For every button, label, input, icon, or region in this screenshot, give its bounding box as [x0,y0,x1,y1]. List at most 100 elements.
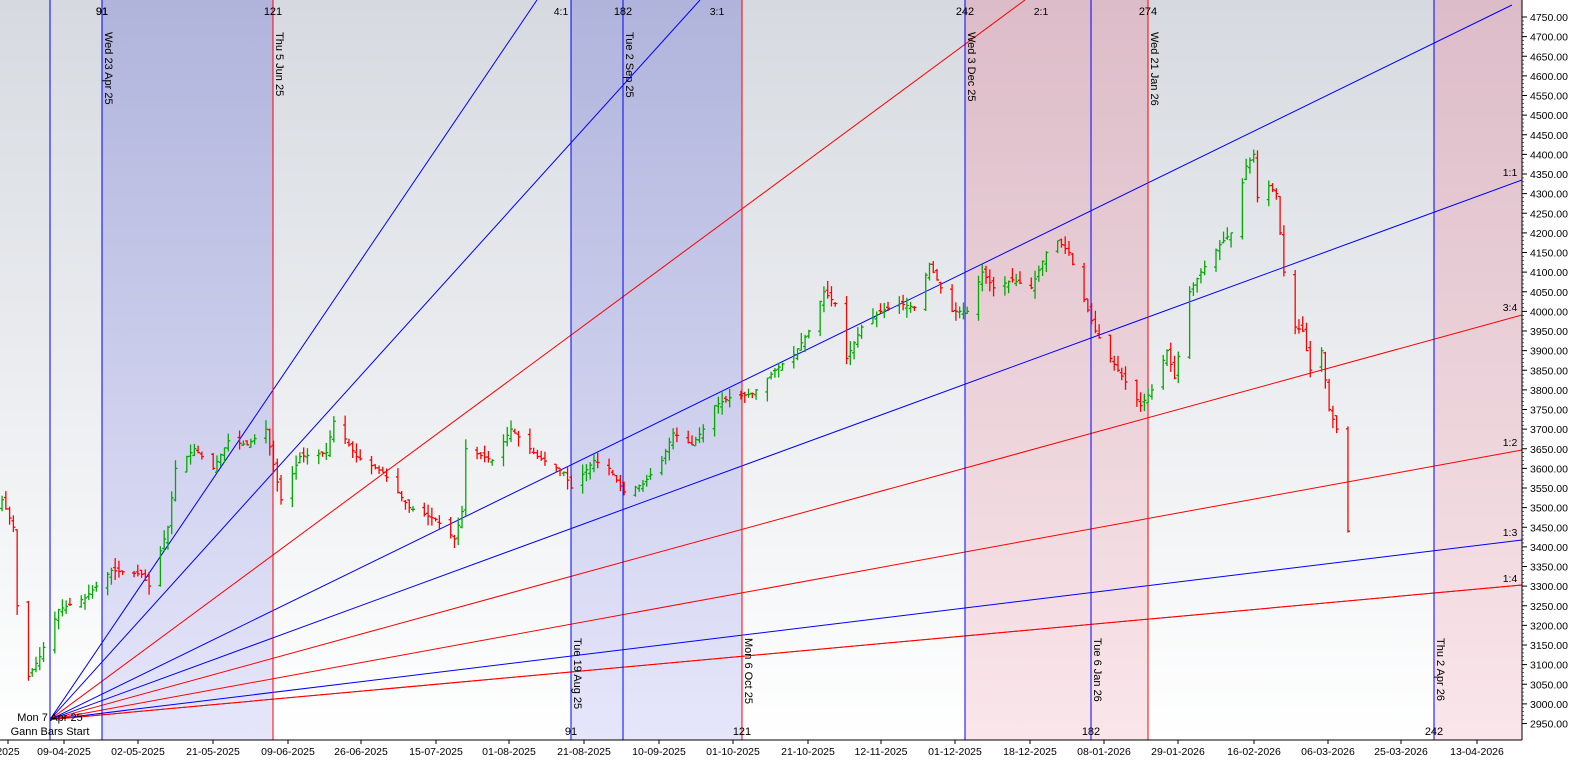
ohlc-bar [429,507,434,526]
fan-ratio-label: 1:1 [1503,167,1518,179]
ohlc-bar [147,571,152,595]
ohlc-bar [1055,240,1060,254]
ohlc-bar [1195,277,1200,293]
ohlc-bar [512,428,517,434]
ohlc-bar [162,530,167,552]
ohlc-bar [1097,324,1102,339]
time-band [965,0,1148,740]
ohlc-bar [716,396,721,414]
ohlc-bar [750,392,755,399]
time-line-date-label: Thu 5 Jun 25 [273,32,285,96]
time-line-date-label: Thu 2 Apr 26 [1434,638,1446,701]
ohlc-bar [1040,260,1045,276]
ohlc-bar [886,301,891,312]
ohlc-bar [516,430,521,447]
ohlc-bar [188,444,193,465]
price-tick-label: 3750.00 [1530,405,1568,417]
ohlc-bar [803,334,808,353]
price-tick-label: 4150.00 [1530,248,1568,260]
price-tick-label: 3450.00 [1530,522,1568,534]
ohlc-bar [818,300,823,337]
ohlc-bar [407,499,412,513]
ohlc-bar [618,474,623,492]
ohlc-bar [1300,316,1305,333]
ohlc-bar [791,346,796,369]
price-tick-label: 4200.00 [1530,228,1568,240]
ohlc-bar [897,296,902,314]
ohlc-bar [52,611,57,654]
ohlc-bar [912,305,917,311]
ohlc-bar [746,388,751,398]
gann-fan-line [49,4,1513,721]
ohlc-bar [1202,260,1207,276]
price-tick-label: 4500.00 [1530,110,1568,122]
ohlc-bar [135,564,140,577]
ohlc-bar [0,495,5,512]
ohlc-bar [674,427,679,443]
ohlc-bar [1070,252,1075,266]
price-tick-label: 4250.00 [1530,208,1568,220]
ohlc-bar [591,454,596,473]
price-tick-label: 3400.00 [1530,542,1568,554]
ohlc-bar [248,438,253,448]
ohlc-bar [833,302,838,307]
ohlc-bar [1187,286,1192,359]
ohlc-bar [1330,405,1335,429]
ohlc-bar [953,302,958,321]
ohlc-bar [222,447,227,463]
ohlc-bar [554,463,559,473]
ohlc-bar [463,439,468,516]
ohlc-bar [452,534,457,549]
date-tick-label: 09-04-2025 [37,746,91,758]
ohlc-bar [565,466,570,490]
price-tick-label: 3950.00 [1530,326,1568,338]
ohlc-bar [60,599,65,617]
date-tick-label: 13-04-2026 [1450,746,1504,758]
ohlc-bar [859,324,864,339]
time-line-date-label: Tue 6 Jan 26 [1091,638,1103,702]
ohlc-bar [67,597,72,606]
ohlc-bar [667,437,672,461]
ohlc-bar [37,647,42,671]
ohlc-bar [644,474,649,487]
ohlc-bar [1217,240,1222,261]
date-tick-label: 16-02-2026 [1227,746,1281,758]
ohlc-bar [1017,271,1022,285]
time-count-label: 182 [614,6,632,18]
ohlc-bar [686,430,691,444]
ohlc-bar [878,303,883,314]
ohlc-bar [245,440,250,446]
ohlc-bar [957,306,962,319]
fan-ratio-label: 1:3 [1503,527,1518,539]
price-tick-label: 3000.00 [1530,699,1568,711]
ohlc-bar [41,641,46,663]
ohlc-bar [1066,240,1071,256]
gann-fan-line [49,584,1522,721]
ohlc-bar [1029,277,1034,290]
price-tick-label: 4750.00 [1530,12,1568,24]
ohlc-bar [1149,384,1154,400]
ohlc-bar [659,455,664,476]
price-tick-label: 4450.00 [1530,130,1568,142]
time-count-label: 91 [96,6,108,18]
ohlc-bar [961,302,966,320]
ohlc-bar [844,296,849,365]
time-line-date-label: Wed 21 Jan 26 [1148,32,1160,106]
ohlc-bar [1172,355,1177,380]
ohlc-bar [539,450,544,461]
ohlc-bar [403,499,408,510]
ohlc-bar [320,451,325,457]
fan-ratio-label: 1:4 [1503,573,1518,585]
date-tick-label: 01-12-2025 [928,746,982,758]
price-tick-label: 4050.00 [1530,287,1568,299]
ohlc-bar [399,491,404,502]
ohlc-bar [980,264,985,292]
ohlc-bar [1247,157,1252,174]
ohlc-bar [395,468,400,494]
date-tick-label: 26-06-2025 [334,746,388,758]
gann-start-caption: Gann Bars Start [11,726,90,738]
price-tick-label: 3150.00 [1530,640,1568,652]
time-count-label: 182 [1082,726,1100,738]
ohlc-bar [923,272,928,312]
ohlc-bar [1214,248,1219,272]
